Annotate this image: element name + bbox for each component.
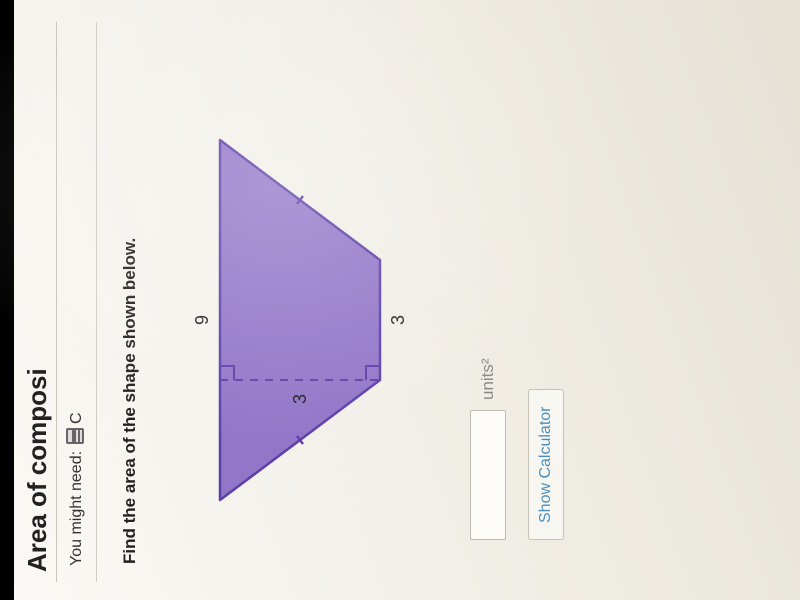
calculator-label-cutoff: C xyxy=(68,412,86,424)
svg-text:3: 3 xyxy=(290,394,310,404)
divider-hint xyxy=(96,22,97,582)
question-prompt: Find the area of the shape shown below. xyxy=(120,238,140,564)
page-title: Area of composi xyxy=(22,368,53,572)
figure: 9 3 3 xyxy=(170,60,450,540)
page: Area of composi You might need: C Find t… xyxy=(0,0,800,600)
device-bezel xyxy=(0,0,14,600)
answer-input[interactable] xyxy=(470,410,506,540)
show-calculator-button[interactable]: Show Calculator xyxy=(528,390,564,541)
divider-top xyxy=(56,22,57,582)
hint-label: You might need: xyxy=(68,451,86,566)
svg-text:3: 3 xyxy=(388,315,408,325)
answer-row: units² xyxy=(470,358,506,540)
calculator-icon[interactable] xyxy=(66,428,84,444)
composite-shape-svg: 9 3 3 xyxy=(170,60,450,540)
svg-text:9: 9 xyxy=(192,315,212,325)
units-label: units² xyxy=(478,358,498,400)
